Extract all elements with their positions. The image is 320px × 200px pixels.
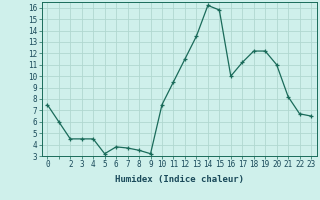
X-axis label: Humidex (Indice chaleur): Humidex (Indice chaleur) [115,175,244,184]
